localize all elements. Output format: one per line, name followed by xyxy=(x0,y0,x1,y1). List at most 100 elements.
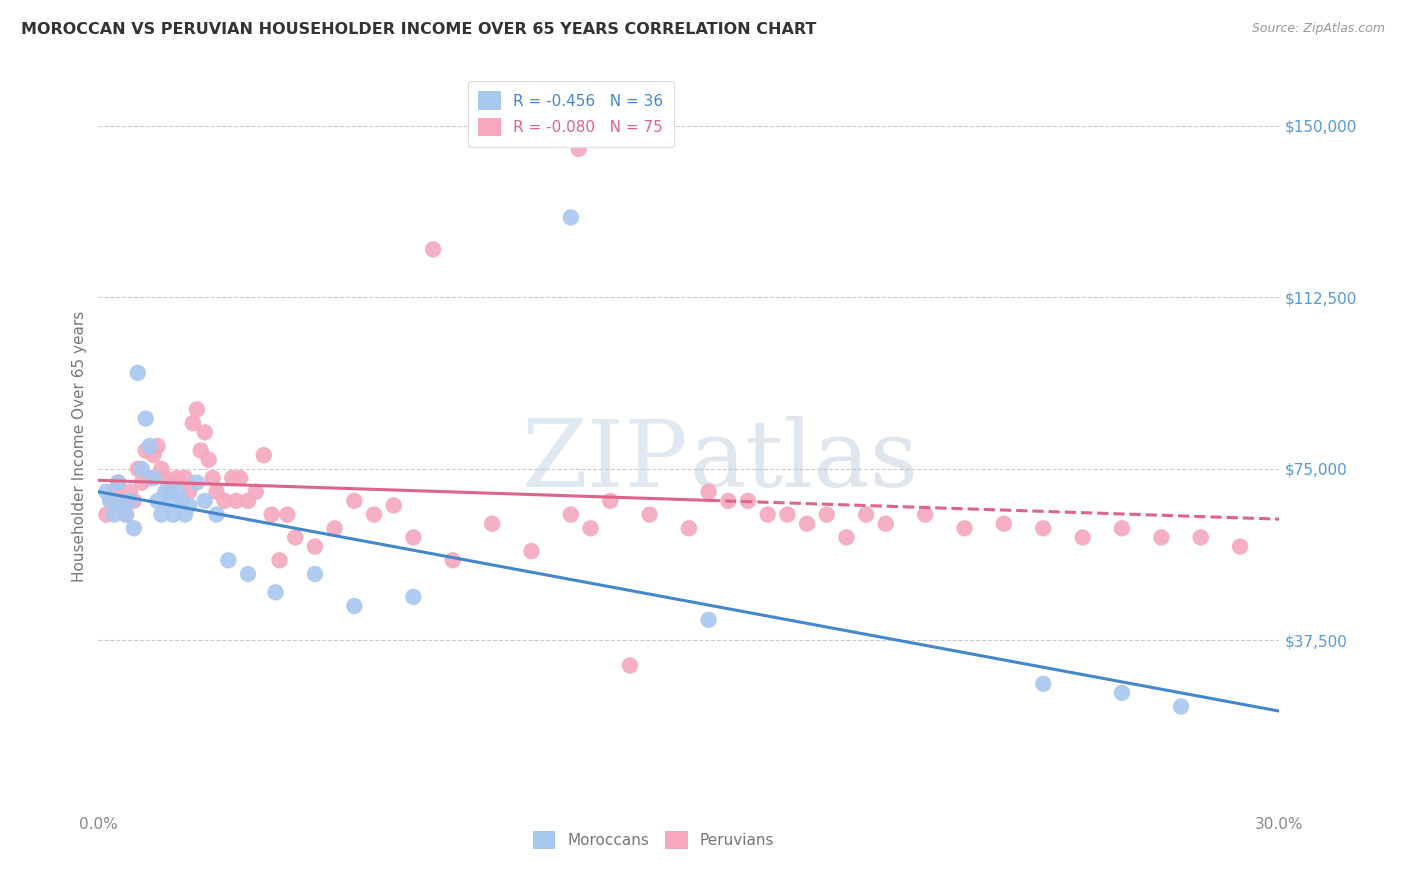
Legend: Moroccans, Peruvians: Moroccans, Peruvians xyxy=(526,824,780,855)
Point xyxy=(214,493,236,508)
Point xyxy=(560,508,582,522)
Point xyxy=(284,530,307,544)
Point xyxy=(1189,530,1212,544)
Point xyxy=(177,484,200,499)
Point xyxy=(796,516,818,531)
Point xyxy=(1111,686,1133,700)
Point xyxy=(170,493,193,508)
Point xyxy=(170,493,193,508)
Point xyxy=(697,613,720,627)
Point xyxy=(815,508,838,522)
Point xyxy=(402,590,425,604)
Point xyxy=(276,508,298,522)
Point xyxy=(1071,530,1094,544)
Point xyxy=(98,493,121,508)
Point xyxy=(264,585,287,599)
Point xyxy=(131,462,153,476)
Point xyxy=(756,508,779,522)
Point xyxy=(96,484,118,499)
Point xyxy=(190,443,212,458)
Point xyxy=(98,493,121,508)
Point xyxy=(150,508,173,522)
Text: ZIP: ZIP xyxy=(522,416,689,506)
Text: atlas: atlas xyxy=(689,416,918,506)
Point xyxy=(236,567,259,582)
Point xyxy=(221,471,243,485)
Point xyxy=(150,462,173,476)
Y-axis label: Householder Income Over 65 years: Householder Income Over 65 years xyxy=(72,310,87,582)
Point xyxy=(1032,521,1054,535)
Point xyxy=(993,516,1015,531)
Point xyxy=(638,508,661,522)
Point xyxy=(678,521,700,535)
Point xyxy=(138,439,160,453)
Point xyxy=(304,540,326,554)
Point xyxy=(343,493,366,508)
Text: Source: ZipAtlas.com: Source: ZipAtlas.com xyxy=(1251,22,1385,36)
Point xyxy=(162,508,184,522)
Point xyxy=(1032,676,1054,690)
Point xyxy=(186,402,208,417)
Point xyxy=(166,471,188,485)
Point xyxy=(96,508,118,522)
Point xyxy=(155,471,177,485)
Point xyxy=(146,439,169,453)
Point xyxy=(717,493,740,508)
Point xyxy=(181,416,204,430)
Point xyxy=(118,484,141,499)
Point xyxy=(131,475,153,490)
Point xyxy=(1170,699,1192,714)
Point xyxy=(737,493,759,508)
Point xyxy=(245,484,267,499)
Point xyxy=(225,493,247,508)
Point xyxy=(875,516,897,531)
Point xyxy=(138,471,160,485)
Point xyxy=(115,508,138,522)
Point xyxy=(568,142,591,156)
Point xyxy=(835,530,858,544)
Point xyxy=(174,508,197,522)
Point xyxy=(579,521,602,535)
Point xyxy=(236,493,259,508)
Point xyxy=(155,484,177,499)
Point xyxy=(619,658,641,673)
Point xyxy=(422,243,444,257)
Point xyxy=(111,499,134,513)
Point xyxy=(162,475,184,490)
Point xyxy=(115,508,138,522)
Point xyxy=(107,475,129,490)
Point xyxy=(122,521,145,535)
Point xyxy=(269,553,291,567)
Point xyxy=(118,493,141,508)
Point xyxy=(260,508,283,522)
Point xyxy=(111,493,134,508)
Point xyxy=(127,462,149,476)
Point xyxy=(142,448,165,462)
Point xyxy=(186,475,208,490)
Point xyxy=(107,475,129,490)
Point xyxy=(194,493,217,508)
Point xyxy=(194,425,217,440)
Point xyxy=(166,484,188,499)
Point xyxy=(599,493,621,508)
Point xyxy=(103,484,125,499)
Point xyxy=(157,493,180,508)
Point xyxy=(146,493,169,508)
Point xyxy=(177,499,200,513)
Point xyxy=(157,484,180,499)
Point xyxy=(914,508,936,522)
Point xyxy=(382,499,405,513)
Text: MOROCCAN VS PERUVIAN HOUSEHOLDER INCOME OVER 65 YEARS CORRELATION CHART: MOROCCAN VS PERUVIAN HOUSEHOLDER INCOME … xyxy=(21,22,817,37)
Point xyxy=(560,211,582,225)
Point xyxy=(481,516,503,531)
Point xyxy=(363,508,385,522)
Point xyxy=(402,530,425,544)
Point xyxy=(520,544,543,558)
Point xyxy=(253,448,276,462)
Point xyxy=(122,493,145,508)
Point xyxy=(343,599,366,613)
Point xyxy=(197,452,219,467)
Point xyxy=(205,484,228,499)
Point xyxy=(127,366,149,380)
Point xyxy=(776,508,799,522)
